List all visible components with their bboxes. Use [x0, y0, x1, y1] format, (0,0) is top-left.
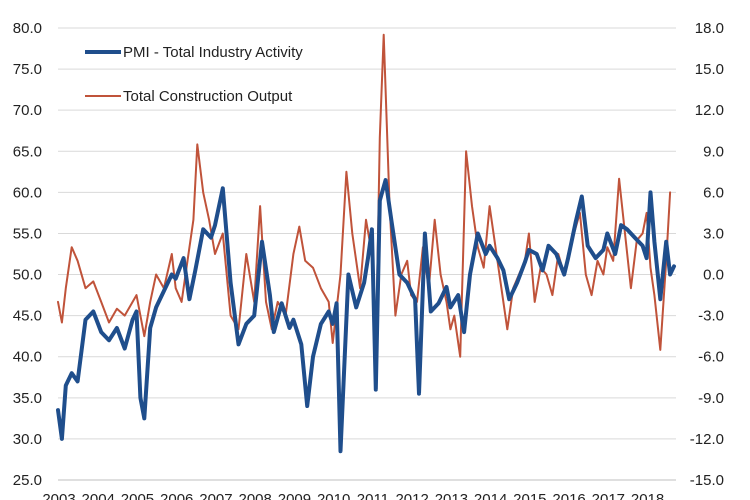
x-tick-label: 2005: [121, 491, 154, 500]
gridlines: [58, 27, 676, 440]
x-tick-label: 2015: [513, 491, 546, 500]
right-axis-ticks: 18.0 15.0 12.0 9.0 6.0 3.0 0.0 -3.0 -6.0 -9.0 -12.…: [690, 20, 724, 489]
x-tick-label: 2011: [357, 491, 389, 500]
right-tick-label: 12.0: [695, 102, 724, 119]
x-tick-label: 2016: [552, 491, 585, 500]
x-tick-label: 2003: [42, 491, 75, 500]
x-tick-label: 2006: [160, 491, 193, 500]
left-tick-label: 60.0: [13, 184, 42, 201]
right-tick-label: -6.0: [698, 349, 724, 366]
left-axis-ticks: 80.0 75.0 70.0 65.0 60.0 55.0 50.0 45.0 40.0 35.0…: [13, 20, 42, 489]
right-tick-label: 9.0: [703, 143, 724, 160]
right-tick-label: 6.0: [703, 184, 724, 201]
left-tick-label: 30.0: [13, 431, 42, 448]
right-tick-label: -15.0: [690, 472, 724, 489]
x-tick-label: 2008: [239, 491, 272, 500]
left-tick-label: 25.0: [13, 472, 42, 489]
left-tick-label: 70.0: [13, 102, 42, 119]
right-tick-label: -9.0: [698, 390, 724, 407]
x-tick-label: 2010: [317, 491, 350, 500]
x-tick-label: 2018: [631, 491, 664, 500]
left-tick-label: 75.0: [13, 61, 42, 78]
legend-label-construction: Total Construction Output: [123, 88, 293, 105]
x-tick-label: 2007: [199, 491, 232, 500]
series-line-construction: [57, 33, 672, 358]
x-tick-label: 2004: [82, 491, 115, 500]
legend: PMI - Total Industry Activity Total Cons…: [85, 44, 303, 105]
right-tick-label: 15.0: [695, 61, 724, 78]
left-tick-label: 45.0: [13, 308, 42, 325]
left-tick-label: 65.0: [13, 143, 42, 160]
right-tick-label: 0.0: [703, 267, 724, 284]
series-layer: [56, 33, 676, 454]
x-tick-label: 2017: [592, 491, 625, 500]
right-tick-label: 3.0: [703, 225, 724, 242]
x-axis-ticks: 2003 2004 2005 2006 2007 2008 2009 2010 2011 2012…: [42, 491, 664, 500]
right-tick-label: 18.0: [695, 20, 724, 37]
x-tick-label: 2012: [395, 491, 428, 500]
left-tick-label: 35.0: [13, 390, 42, 407]
x-tick-label: 2013: [435, 491, 468, 500]
x-tick-label: 2009: [278, 491, 311, 500]
series-line-pmi: [56, 178, 676, 454]
x-tick-label: 2014: [474, 491, 507, 500]
left-tick-label: 55.0: [13, 225, 42, 242]
left-tick-label: 40.0: [13, 349, 42, 366]
left-tick-label: 80.0: [13, 20, 42, 37]
left-tick-label: 50.0: [13, 267, 42, 284]
right-tick-label: -12.0: [690, 431, 724, 448]
legend-label-pmi: PMI - Total Industry Activity: [123, 44, 303, 61]
right-tick-label: -3.0: [698, 308, 724, 325]
